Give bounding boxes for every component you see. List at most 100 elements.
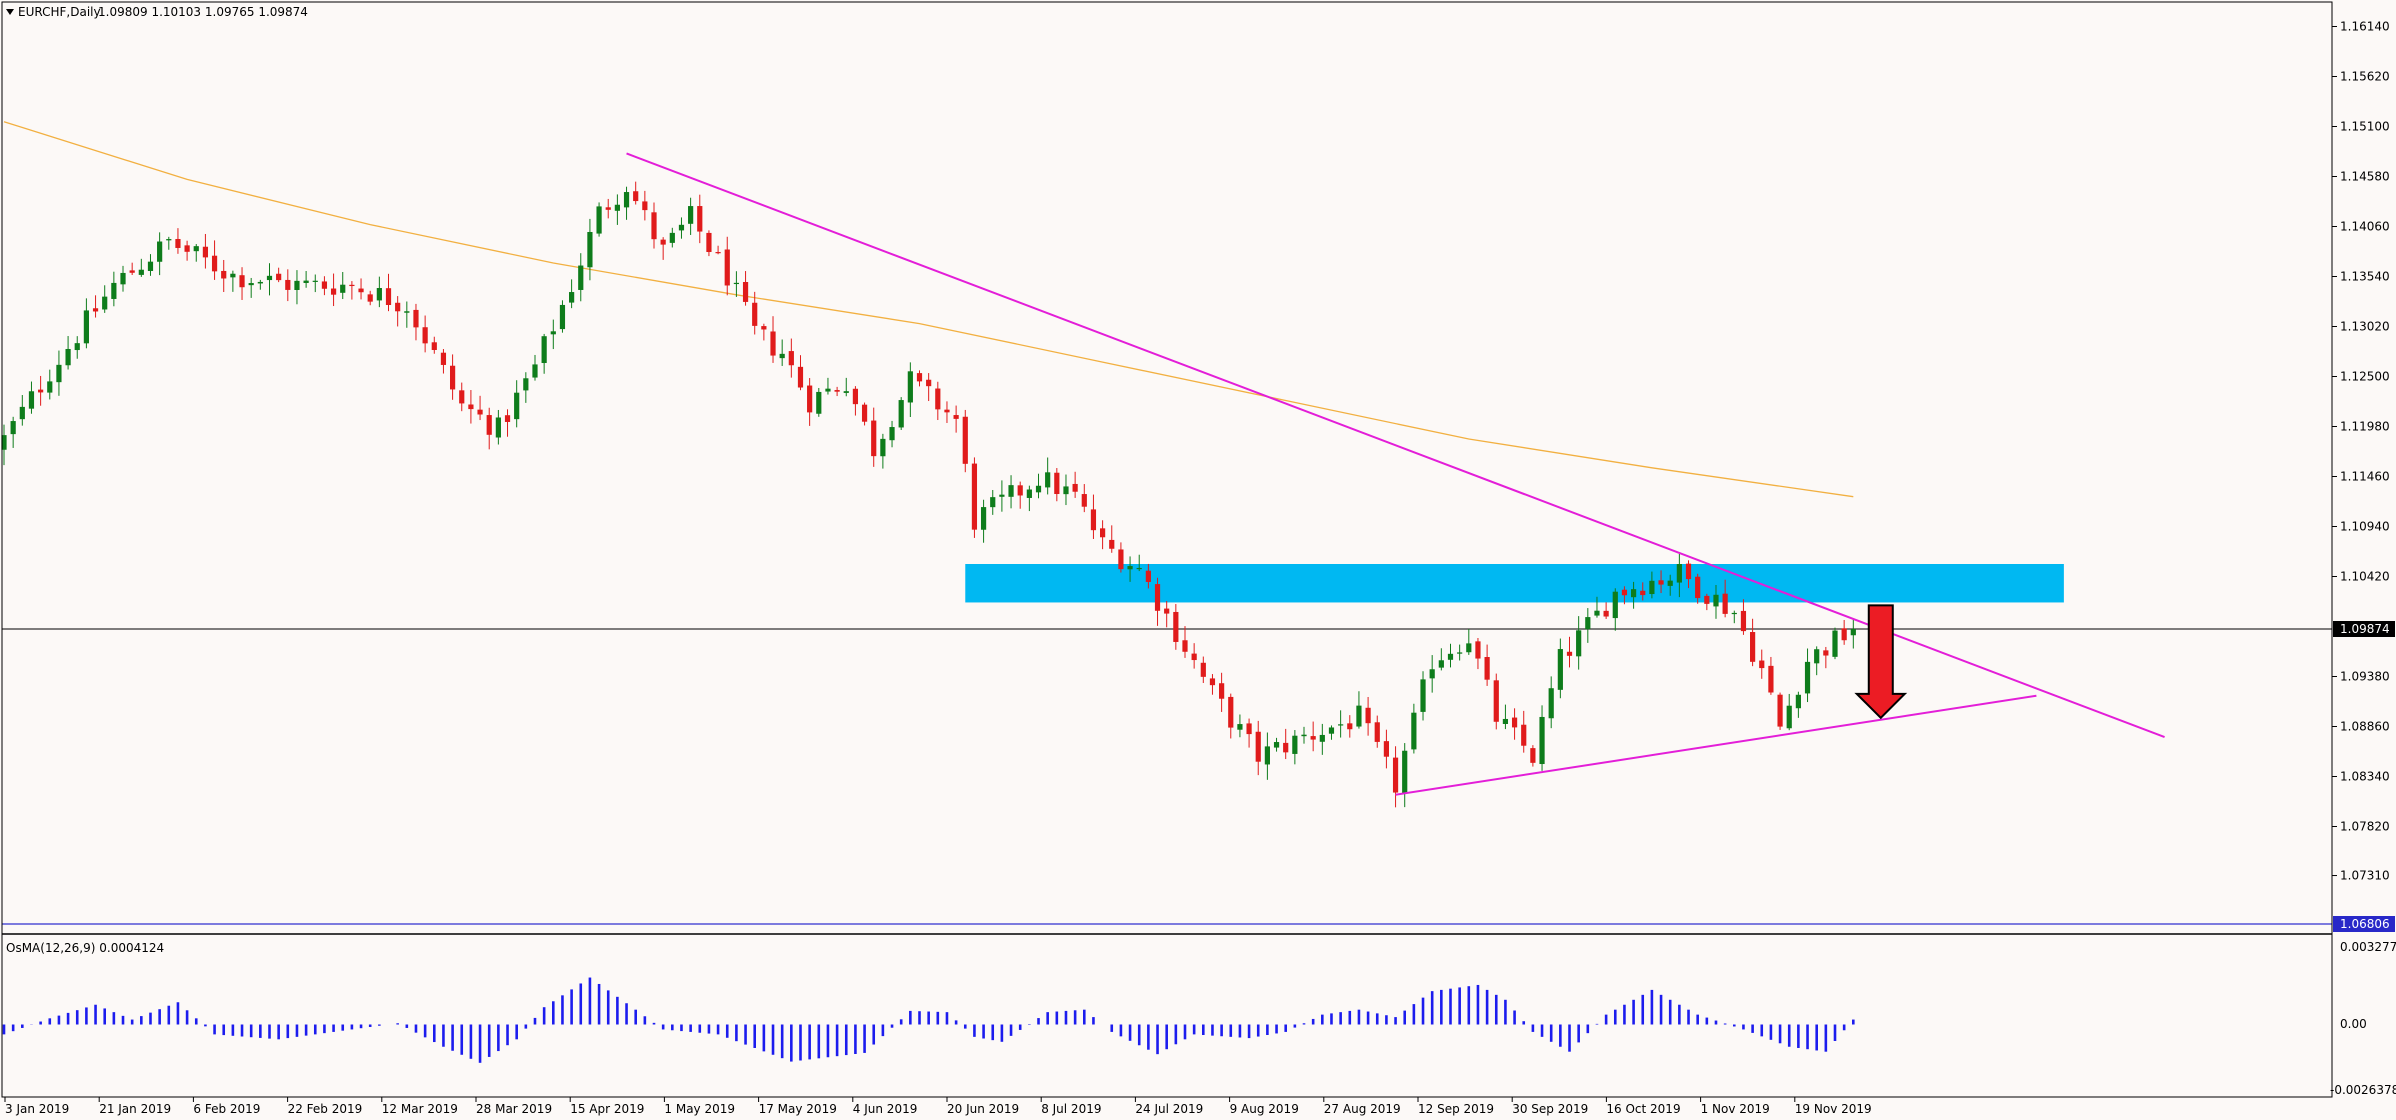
ohlc-values: 1.09809 1.10103 1.09765 1.09874	[98, 5, 308, 19]
candle-body	[1338, 724, 1344, 726]
candle-body	[715, 252, 721, 254]
candle-body	[1695, 576, 1701, 599]
candle-body	[1301, 734, 1307, 737]
candle-body	[385, 288, 392, 306]
candle-body	[1045, 472, 1051, 488]
price-tick-label: 1.08340	[2340, 770, 2390, 784]
candle-body	[697, 206, 703, 232]
candle-body	[1402, 750, 1408, 794]
price-tick-label: 1.13020	[2340, 320, 2390, 334]
candle-body	[147, 261, 154, 271]
candle-body	[1539, 716, 1545, 765]
candle-body	[120, 272, 126, 285]
candle-body	[340, 284, 346, 293]
candle-body	[1164, 608, 1170, 614]
candle-body	[349, 284, 355, 287]
candle-body	[1759, 660, 1765, 669]
candle-body	[440, 352, 447, 365]
candle-body	[962, 416, 968, 464]
candle-body	[459, 390, 465, 404]
candle-body	[761, 326, 767, 330]
candle-body	[614, 204, 620, 211]
candle-body	[1585, 617, 1591, 630]
candle-body	[1356, 705, 1362, 727]
candle-body	[907, 371, 913, 403]
candle-body	[175, 238, 181, 248]
osma-label: OsMA(12,26,9) 0.0004124	[6, 941, 164, 955]
price-tick-label: 1.07820	[2340, 820, 2390, 834]
candle-body	[889, 427, 895, 441]
candle-body	[1841, 628, 1847, 641]
current-price-label: 1.09874	[2340, 622, 2390, 636]
chevron-down-icon[interactable]	[6, 9, 14, 15]
candle-body	[248, 283, 254, 286]
candle-body	[852, 388, 859, 405]
candle-body	[724, 249, 730, 286]
price-tick-label: 1.07310	[2340, 869, 2390, 883]
moving-average-line	[3, 121, 1854, 498]
x-tick-label: 19 Nov 2019	[1795, 1102, 1872, 1116]
candle-body	[1484, 657, 1490, 680]
x-tick-label: 12 Mar 2019	[382, 1102, 458, 1116]
level-price-label: 1.06806	[2340, 917, 2390, 931]
candle-body	[1237, 724, 1243, 730]
candle-body	[1420, 679, 1426, 712]
candle-body	[1530, 748, 1536, 763]
x-tick-label: 4 Jun 2019	[853, 1102, 918, 1116]
candle-body	[10, 421, 16, 435]
price-tick-label: 1.16140	[2340, 20, 2390, 34]
candle-body	[1740, 610, 1747, 632]
candle-body	[706, 232, 712, 253]
candle-body	[1127, 566, 1133, 570]
candle-body	[1731, 612, 1737, 615]
candle-body	[733, 282, 739, 285]
price-tick-label: 1.13540	[2340, 270, 2390, 284]
current-price-tag	[2333, 621, 2395, 637]
candle-body	[1832, 630, 1838, 657]
candle-body	[559, 304, 566, 330]
candle-body	[971, 463, 978, 530]
candle-body	[1008, 485, 1014, 497]
candle-body	[816, 391, 822, 414]
candle-body	[157, 241, 163, 262]
candle-body	[413, 309, 419, 328]
candle-body	[1566, 651, 1573, 656]
candle-body	[999, 494, 1005, 497]
candle-body	[1100, 528, 1106, 538]
moving-average-layer	[3, 121, 1854, 498]
candle-body	[285, 279, 291, 290]
price-tick-label: 1.11460	[2340, 470, 2390, 484]
candle-body	[1182, 640, 1188, 652]
price-tick-label: 1.10940	[2340, 520, 2390, 534]
candle-body	[788, 351, 794, 366]
trendline-ascending	[1395, 694, 2037, 796]
x-tick-label: 1 May 2019	[664, 1102, 735, 1116]
candle-body	[1576, 630, 1582, 657]
candle-body	[1383, 741, 1390, 757]
price-tick-label: 1.14580	[2340, 170, 2390, 184]
candle-body	[944, 409, 950, 413]
candle-body	[1283, 742, 1289, 753]
candle-body	[129, 270, 135, 273]
candle-body	[486, 415, 492, 435]
candle-body	[605, 207, 611, 210]
candle-body	[1640, 590, 1646, 596]
candle-body	[1786, 705, 1792, 729]
candle-body	[523, 378, 529, 391]
x-tick-label: 20 Jun 2019	[947, 1102, 1019, 1116]
candle-body	[65, 348, 71, 366]
candle-body	[1795, 694, 1801, 709]
candle-body	[19, 406, 25, 420]
candle-body	[449, 365, 456, 390]
candle-body	[56, 364, 62, 383]
candle-body	[843, 391, 849, 393]
candle-body	[633, 191, 639, 202]
candle-body	[1429, 669, 1435, 679]
candle-body	[980, 507, 987, 530]
candle-body	[1630, 589, 1637, 598]
candle-body	[752, 302, 758, 326]
candle-body	[1548, 688, 1554, 719]
price-tick-label: 1.15100	[2340, 120, 2390, 134]
candle-body	[871, 420, 877, 457]
candle-body	[1621, 589, 1628, 596]
